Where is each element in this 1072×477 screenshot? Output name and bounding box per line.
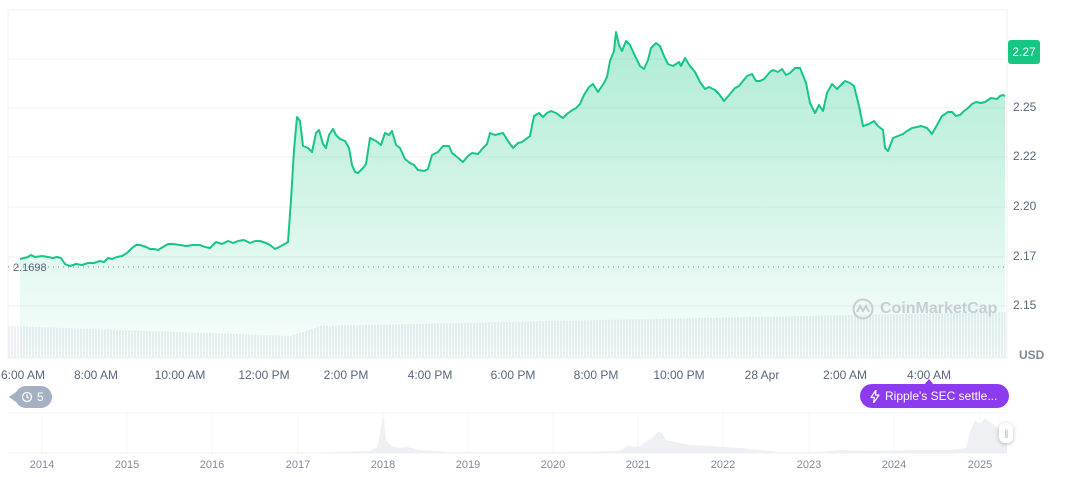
y-tick-label: 2.20 (1013, 199, 1037, 213)
navigator-year-label: 2019 (455, 459, 481, 471)
navigator-year-label: 2018 (370, 459, 396, 471)
x-tick-label: 6:00 PM (490, 368, 536, 382)
x-tick-label: 28 Apr (744, 368, 780, 382)
x-tick-label: 12:00 PM (238, 368, 290, 382)
news-title: Ripple's SEC settle... (885, 389, 998, 403)
watermark-text: CoinMarketCap (880, 300, 998, 317)
y-tick-label: 2.25 (1013, 100, 1037, 114)
x-tick-label: 10:00 AM (154, 368, 206, 382)
navigator-year-label: 2020 (540, 459, 566, 471)
news-event-badge[interactable]: Ripple's SEC settle... (860, 379, 1010, 408)
history-badge[interactable]: 5 (9, 386, 52, 408)
x-tick-label: 2:00 AM (822, 368, 868, 382)
watermark: CoinMarketCap (852, 298, 997, 320)
x-tick-label: 8:00 PM (573, 368, 619, 382)
history-clock-icon (21, 391, 33, 403)
current-price-badge: 2.27 (1008, 40, 1040, 64)
navigator-year-label: 2021 (625, 459, 651, 471)
x-tick-label: 6:00 AM (0, 368, 46, 382)
x-tick-label: 4:00 AM (906, 368, 952, 382)
currency-label: USD (1019, 348, 1045, 362)
navigator-year-label: 2017 (285, 459, 311, 471)
open-price-label: 2.1698 (13, 262, 47, 274)
x-tick-label: 2:00 PM (323, 368, 369, 382)
navigator-year-label: 2015 (114, 459, 140, 471)
navigator-area (8, 418, 1007, 453)
navigator-year-label: 2023 (796, 459, 822, 471)
price-area (20, 32, 1005, 358)
navigator[interactable] (8, 412, 1007, 454)
price-line[interactable] (19, 31, 1006, 267)
y-tick-label: 2.22 (1013, 149, 1037, 163)
lightning-icon (870, 389, 880, 403)
navigator-handle[interactable]: || (999, 423, 1013, 443)
navigator-year-label: 2016 (199, 459, 225, 471)
navigator-year-label: 2025 (967, 459, 993, 471)
x-tick-label: 10:00 PM (653, 368, 705, 382)
y-tick-label: 2.17 (1013, 249, 1037, 263)
navigator-year-label: 2014 (29, 459, 55, 471)
x-tick-label: 8:00 AM (73, 368, 119, 382)
x-tick-label: 4:00 PM (407, 368, 453, 382)
coinmarketcap-logo-icon (852, 298, 874, 320)
y-tick-label: 2.15 (1013, 298, 1037, 312)
navigator-year-label: 2022 (710, 459, 736, 471)
navigator-year-label: 2024 (881, 459, 907, 471)
history-count: 5 (37, 390, 44, 404)
